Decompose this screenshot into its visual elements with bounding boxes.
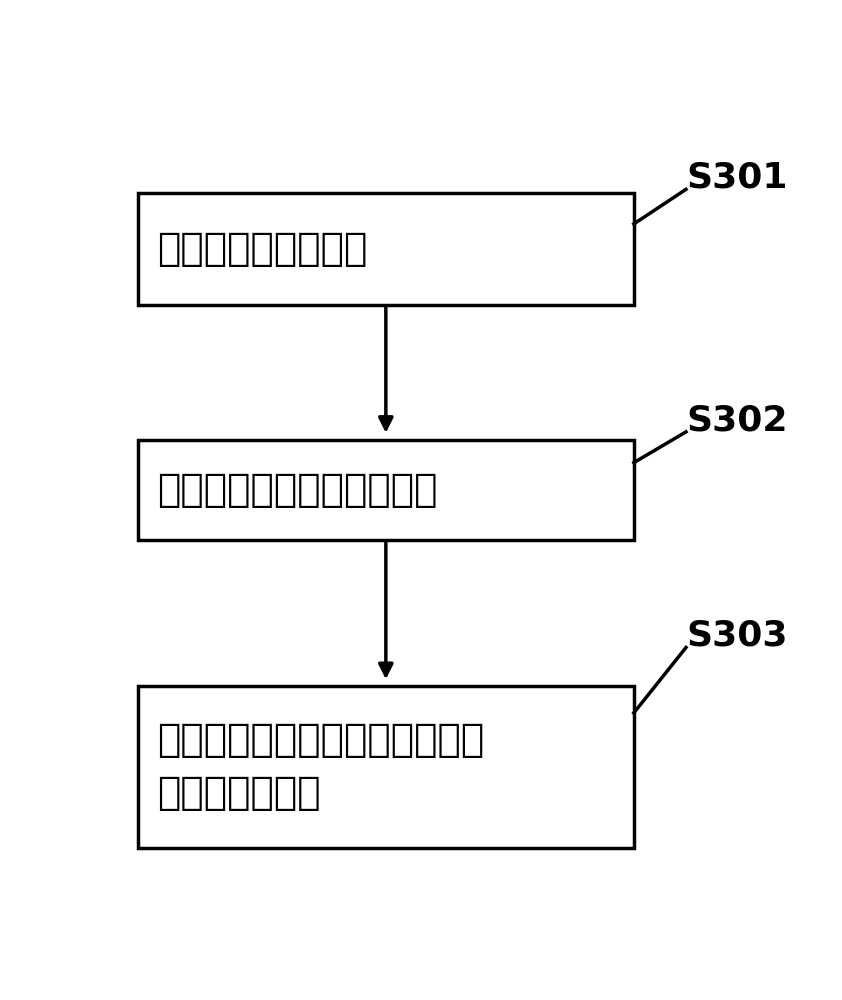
Text: 计算所述定位区域中预先设定的
位置的初始位置: 计算所述定位区域中预先设定的 位置的初始位置 [157,721,485,812]
Bar [138,440,634,540]
Text: 将定位区域进行归一化处理: 将定位区域进行归一化处理 [157,471,438,509]
Text: 对试戴部位进行定位: 对试戴部位进行定位 [157,230,368,268]
Text: S302: S302 [686,403,787,437]
Text: S301: S301 [686,161,787,195]
Text: S303: S303 [686,619,787,653]
Bar [138,193,634,305]
Bar [138,686,634,848]
